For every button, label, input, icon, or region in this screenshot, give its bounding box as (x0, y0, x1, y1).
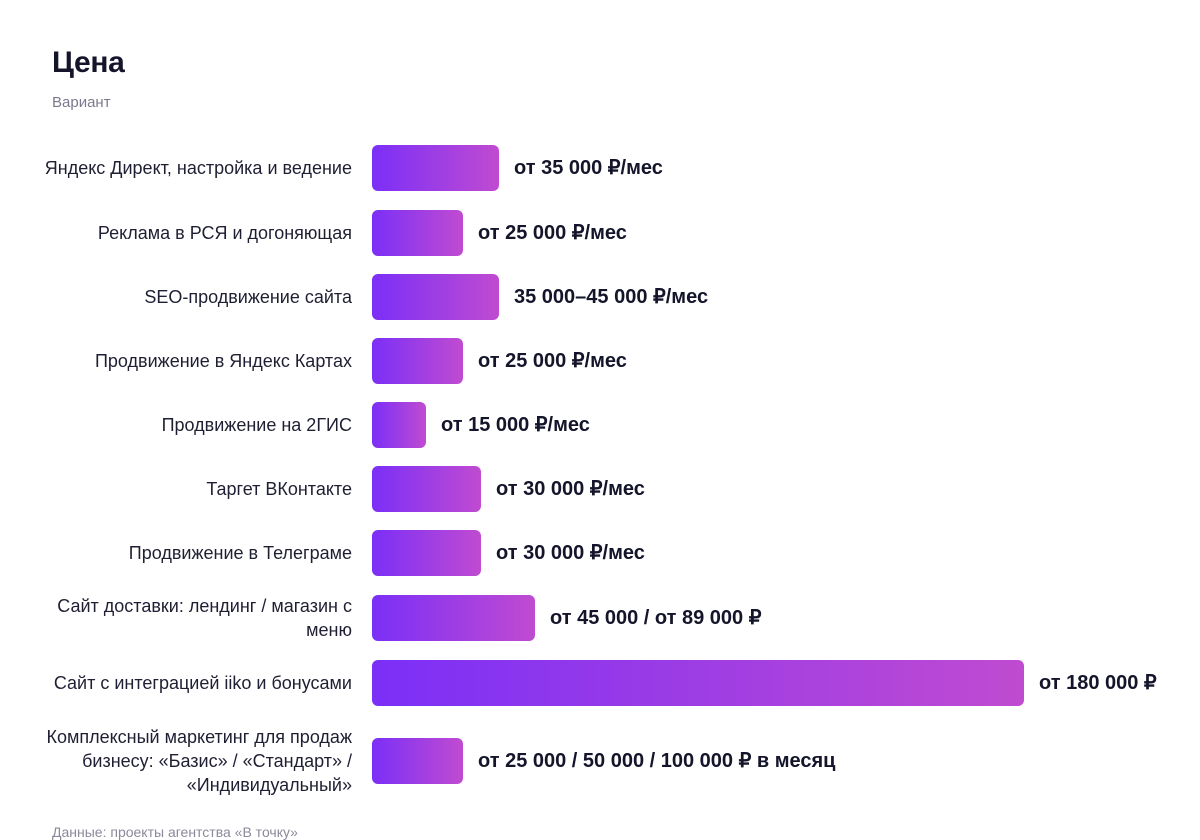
bar (372, 530, 481, 576)
bar (372, 210, 463, 256)
category-label: Сайт доставки: лендинг / магазин с меню (57, 596, 352, 640)
bar (372, 466, 481, 512)
bar (372, 738, 463, 784)
value-label: от 25 000 / 50 000 / 100 000 ₽ в месяц (478, 750, 836, 772)
bar (372, 274, 499, 320)
value-label: от 45 000 / от 89 000 ₽ (550, 607, 762, 629)
chart-footnote: Данные: проекты агентства «В точку» (52, 824, 298, 840)
value-label: 35 000–45 000 ₽/мес (514, 286, 709, 308)
value-label: от 30 000 ₽/мес (496, 542, 645, 564)
category-label: SEO-продвижение сайта (144, 287, 352, 307)
value-label: от 15 000 ₽/мес (441, 414, 590, 436)
bar (372, 595, 535, 641)
bar (372, 338, 463, 384)
category-label: Сайт с интеграцией iiko и бонусами (53, 673, 352, 693)
category-label: Яндекс Директ, настройка и ведение (44, 158, 352, 178)
category-label: Реклама в РСЯ и догоняющая (97, 223, 352, 243)
value-label: от 180 000 ₽ (1039, 672, 1157, 694)
bar (372, 660, 1024, 706)
chart-subtitle: Вариант (52, 94, 111, 111)
category-label: Комплексный маркетинг для продаж бизнесу… (46, 727, 352, 795)
category-label: Продвижение в Телеграме (128, 543, 352, 563)
bar (372, 145, 499, 191)
value-label: от 25 000 ₽/мес (478, 222, 627, 244)
category-label: Продвижение в Яндекс Картах (94, 351, 352, 371)
bar (372, 402, 426, 448)
value-label: от 35 000 ₽/мес (514, 157, 663, 179)
category-label: Таргет ВКонтакте (206, 479, 352, 499)
value-label: от 30 000 ₽/мес (496, 478, 645, 500)
value-label: от 25 000 ₽/мес (478, 350, 627, 372)
category-label: Продвижение на 2ГИС (161, 415, 352, 435)
chart-title: Цена (52, 46, 125, 79)
